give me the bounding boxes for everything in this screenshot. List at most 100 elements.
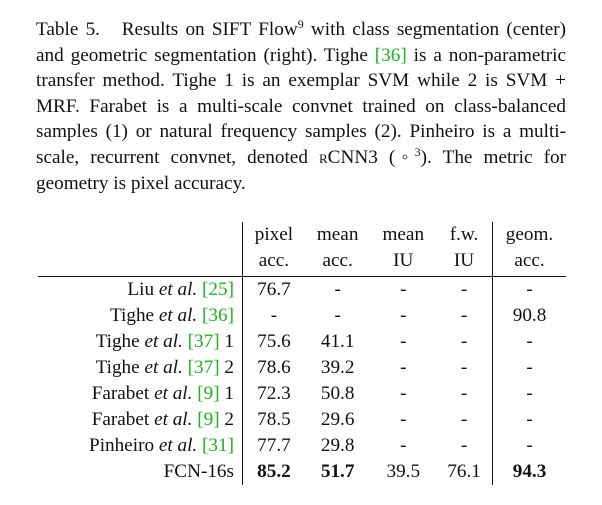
cell-mean-iu: - bbox=[400, 383, 407, 404]
cell-fw-iu: - bbox=[436, 381, 494, 407]
cell-mean-iu: 39.5 bbox=[386, 461, 421, 482]
caption-text-5: ). The metric for geometry is pixel accu… bbox=[36, 146, 566, 194]
method-name: Farabet bbox=[91, 409, 155, 430]
method-name-cell: FCN-16s bbox=[38, 459, 243, 485]
method-name: FCN-16s bbox=[163, 461, 234, 482]
table-row: FCN-16s 85.2 51.7 39.5 76.1 94.3 bbox=[38, 459, 566, 485]
table-row: Pinheiro et al. [31] 77.7 29.8 - - - bbox=[38, 433, 566, 459]
cell-geom-acc: - bbox=[526, 357, 533, 378]
caption-citation-36[interactable]: [36] bbox=[374, 44, 407, 66]
cell-pixel-acc: 76.7 bbox=[257, 279, 291, 300]
cell-pixel-acc: 72.3 bbox=[257, 383, 291, 404]
cell-fw-iu: - bbox=[436, 276, 494, 303]
caption-sup-2: 3 bbox=[414, 144, 421, 159]
header-top-pixel: pixel bbox=[254, 224, 294, 245]
header-row-top: pixel mean mean f.w. geom. bbox=[38, 222, 566, 248]
method-et-al: et al. bbox=[154, 409, 193, 430]
cell-mean-iu: - bbox=[400, 331, 407, 352]
method-citation[interactable]: [37] bbox=[187, 331, 220, 352]
caption-text-1: Results on SIFT Flow bbox=[121, 19, 298, 40]
caption-sup-1: 9 bbox=[297, 17, 304, 31]
method-citation[interactable]: [9] bbox=[197, 383, 220, 404]
method-et-al: et al. bbox=[158, 279, 198, 300]
cell-mean-acc: 41.1 bbox=[320, 331, 355, 352]
cell-geom-acc: - bbox=[526, 279, 533, 300]
method-citation[interactable]: [37] bbox=[187, 357, 220, 378]
table-row: Liu et al. [25] 76.7 - - - - bbox=[38, 276, 566, 303]
cell-mean-iu: - bbox=[400, 279, 407, 300]
caption-text-4: (◦ bbox=[377, 146, 415, 168]
method-citation[interactable]: [25] bbox=[202, 279, 234, 300]
method-et-al: et al. bbox=[158, 435, 198, 456]
cell-fw-iu: - bbox=[436, 303, 494, 329]
cell-pixel-acc: 78.5 bbox=[257, 409, 291, 430]
method-name: Farabet bbox=[91, 383, 155, 404]
method-name: Pinheiro bbox=[89, 435, 159, 456]
table-row: Tighe et al. [37] 2 78.6 39.2 - - - bbox=[38, 355, 566, 381]
method-citation[interactable]: [31] bbox=[202, 435, 234, 456]
header-row-bottom: acc. acc. IU IU acc. bbox=[38, 248, 566, 277]
header-top-geom: geom. bbox=[505, 224, 554, 245]
cell-mean-iu: - bbox=[400, 435, 407, 456]
cell-mean-iu: - bbox=[400, 409, 407, 430]
cell-fw-iu: - bbox=[436, 329, 494, 355]
cell-mean-acc: 50.8 bbox=[320, 383, 355, 404]
cell-geom-acc: - bbox=[526, 383, 533, 404]
cell-geom-acc: - bbox=[526, 331, 533, 352]
method-variant: 2 bbox=[219, 357, 234, 378]
table-row: Farabet et al. [9] 1 72.3 50.8 - - - bbox=[38, 381, 566, 407]
header-top-mean-acc: mean bbox=[316, 224, 359, 245]
method-name-cell: Tighe et al. [37] 2 bbox=[38, 355, 243, 381]
cell-fw-iu: - bbox=[436, 433, 494, 459]
caption-text-3: is a non-parametric transfer method. Tig… bbox=[36, 44, 566, 168]
cell-fw-iu: 76.1 bbox=[436, 459, 494, 485]
cell-fw-iu: - bbox=[436, 355, 494, 381]
method-citation[interactable]: [36] bbox=[202, 305, 234, 326]
header-empty-cell bbox=[38, 222, 243, 248]
method-variant: 1 bbox=[219, 383, 234, 404]
method-name: Liu bbox=[127, 279, 159, 300]
method-name-cell: Tighe et al. [36] bbox=[38, 303, 243, 329]
cell-pixel-acc: 75.6 bbox=[257, 331, 291, 352]
cell-pixel-acc: 77.7 bbox=[257, 435, 291, 456]
method-citation[interactable]: [9] bbox=[197, 409, 220, 430]
method-et-al: et al. bbox=[158, 305, 198, 326]
method-et-al: et al. bbox=[154, 383, 193, 404]
table-row: Tighe et al. [36] - - - -90.8 bbox=[38, 303, 566, 329]
caption-rcnn: rCNN bbox=[319, 146, 369, 168]
cell-pixel-acc: 85.2 bbox=[257, 461, 291, 482]
method-variant: 1 bbox=[219, 331, 234, 352]
cell-mean-acc: 29.6 bbox=[320, 409, 355, 430]
method-et-al: et al. bbox=[144, 331, 183, 352]
method-name-cell: Farabet et al. [9] 2 bbox=[38, 407, 243, 433]
header-empty-cell bbox=[38, 248, 243, 277]
caption-text-2: with class segmentation (center) and geo… bbox=[36, 19, 567, 66]
cell-pixel-acc: - bbox=[270, 305, 278, 326]
cell-mean-acc: 29.8 bbox=[320, 435, 355, 456]
header-bottom-pixel: acc. bbox=[242, 248, 305, 277]
cell-mean-acc: 39.2 bbox=[320, 357, 355, 378]
method-name: Tighe bbox=[95, 357, 145, 378]
results-table: pixel mean mean f.w. geom. acc. acc. IU … bbox=[38, 222, 566, 485]
header-bottom-mean-acc: acc. bbox=[304, 248, 371, 277]
cell-mean-iu: - bbox=[400, 357, 407, 378]
results-table-wrap: pixel mean mean f.w. geom. acc. acc. IU … bbox=[38, 222, 566, 485]
header-top-fw: f.w. bbox=[436, 222, 494, 248]
caption-rcnn-sub: 3 bbox=[368, 146, 378, 168]
header-bottom-fw: IU bbox=[436, 248, 494, 277]
method-name-cell: Tighe et al. [37] 1 bbox=[38, 329, 243, 355]
cell-mean-acc: - bbox=[334, 305, 341, 326]
cell-mean-acc: 51.7 bbox=[320, 461, 355, 482]
header-bottom-geom: acc. bbox=[492, 248, 566, 277]
table-row: Farabet et al. [9] 2 78.5 29.6 - - - bbox=[38, 407, 566, 433]
method-name: Tighe bbox=[109, 305, 159, 326]
cell-geom-acc: - bbox=[526, 435, 533, 456]
table-row: Tighe et al. [37] 1 75.6 41.1 - - - bbox=[38, 329, 566, 355]
cell-mean-iu: - bbox=[400, 305, 407, 326]
method-name-cell: Liu et al. [25] bbox=[38, 276, 243, 303]
header-top-mean-iu: mean bbox=[382, 224, 425, 245]
cell-fw-iu: - bbox=[436, 407, 494, 433]
method-name-cell: Pinheiro et al. [31] bbox=[38, 433, 243, 459]
table-caption: Table 5. Results on SIFT Flow9 with clas… bbox=[36, 17, 566, 196]
method-name-cell: Farabet et al. [9] 1 bbox=[38, 381, 243, 407]
